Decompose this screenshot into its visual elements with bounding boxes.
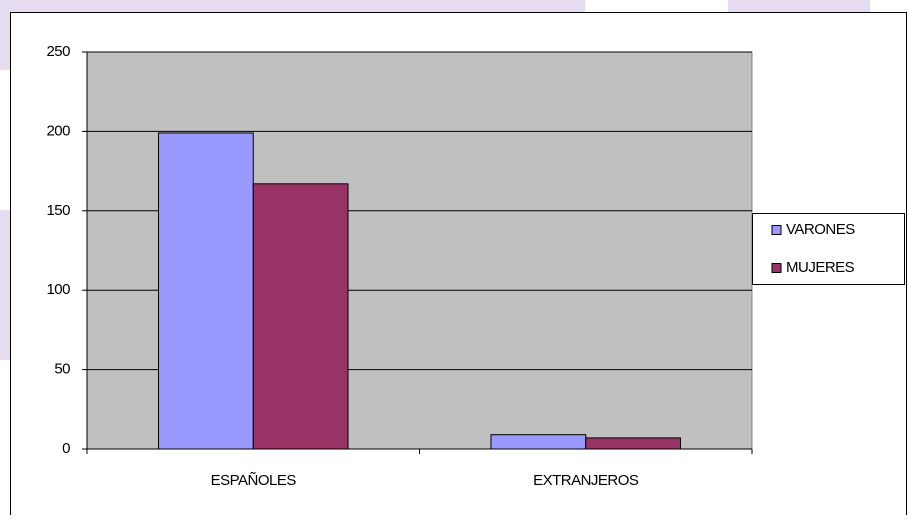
x-tick-label: ESPAÑOLES bbox=[211, 472, 297, 489]
y-tick-label: 0 bbox=[62, 440, 70, 457]
bar bbox=[490, 434, 587, 450]
legend-label: MUJERES bbox=[786, 259, 855, 276]
background-band bbox=[728, 0, 870, 12]
bar bbox=[585, 437, 682, 450]
background-band bbox=[0, 210, 10, 360]
x-tick-label: EXTRANJEROS bbox=[533, 472, 639, 489]
y-tick-label: 200 bbox=[46, 122, 70, 139]
y-tick-label: 250 bbox=[46, 43, 70, 60]
bar bbox=[157, 132, 254, 450]
background-band bbox=[0, 0, 10, 70]
y-tick-label: 100 bbox=[46, 281, 70, 298]
legend-swatch bbox=[771, 263, 782, 273]
legend-swatch bbox=[771, 225, 782, 235]
background-band bbox=[0, 0, 585, 12]
bar bbox=[252, 183, 349, 450]
y-tick-label: 150 bbox=[46, 202, 70, 219]
legend-label: VARONES bbox=[786, 221, 855, 238]
y-tick-label: 50 bbox=[54, 361, 70, 378]
